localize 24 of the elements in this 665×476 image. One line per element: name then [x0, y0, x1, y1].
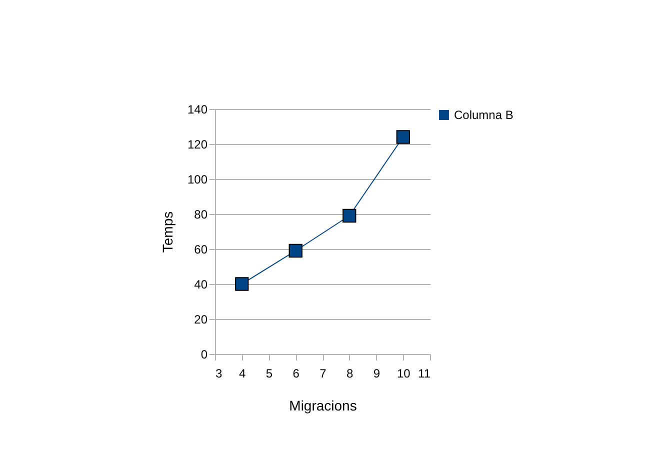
y-axis-title: Temps — [159, 211, 176, 253]
y-tick-label: 20 — [194, 312, 208, 326]
y-tick-label: 40 — [194, 278, 208, 292]
point — [396, 130, 410, 144]
x-tick-label: 5 — [266, 366, 273, 380]
x-tick-label: 8 — [346, 366, 354, 380]
x-axis-title: Migracions — [289, 398, 357, 414]
x-tick-label: 4 — [239, 366, 246, 380]
y-tick-label: 60 — [194, 242, 208, 256]
x-tick-label: 11 — [418, 366, 431, 380]
y-tick-label: 120 — [187, 138, 208, 152]
x-tick-label: 7 — [320, 366, 327, 380]
point — [342, 208, 356, 223]
y-tick-label: 140 — [187, 102, 208, 116]
x-tick-label: 10 — [396, 366, 411, 380]
y-tick-label: 80 — [194, 208, 208, 222]
x-tick-label: 6 — [292, 366, 300, 380]
y-tick-label: 100 — [187, 172, 208, 186]
point — [288, 244, 302, 258]
legend-label: Columna B — [454, 108, 514, 122]
x-tick-label: 9 — [373, 366, 380, 380]
point — [235, 277, 249, 291]
y-tick-label: 0 — [200, 348, 208, 362]
x-tick-label: 3 — [216, 366, 222, 380]
